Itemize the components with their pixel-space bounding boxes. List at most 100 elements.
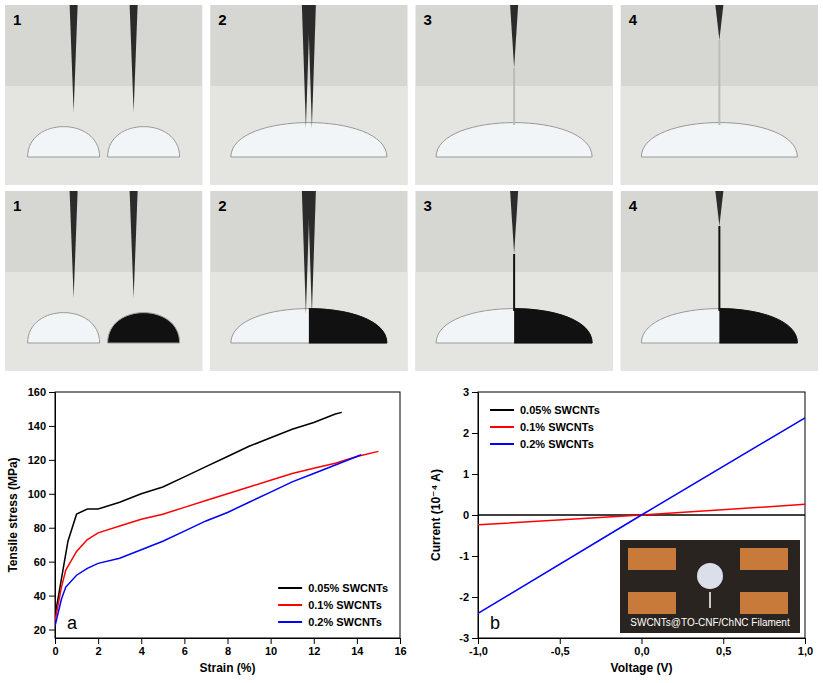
- y-tick: 40: [34, 590, 55, 602]
- panel-number: 2: [218, 11, 226, 28]
- tick-mark: [98, 638, 99, 644]
- x-tick: -0,5: [551, 638, 570, 657]
- photo-background: [5, 191, 202, 371]
- droplet: [28, 313, 100, 343]
- figure: 1234123402468101214162040608010012014016…: [0, 0, 823, 683]
- chart: -1,0-0,50,00,51,0-3-2-10123Voltage (V)Cu…: [429, 386, 813, 675]
- needle: [130, 191, 138, 298]
- tick-mark: [478, 638, 479, 644]
- panel-letter: b: [490, 613, 500, 633]
- tick-mark: [805, 638, 806, 644]
- droplet: [641, 309, 797, 343]
- x-tick: 16: [394, 638, 406, 657]
- tick-mark: [472, 556, 478, 557]
- tick-label: 0: [463, 509, 469, 521]
- panel-number: 1: [13, 197, 21, 214]
- droplet: [231, 123, 387, 157]
- legend-swatch: [278, 587, 302, 589]
- photo-panel: 1: [5, 191, 202, 371]
- plot-frame: [478, 392, 805, 638]
- plot-frame: [55, 392, 400, 638]
- tick-label: -1,0: [469, 645, 488, 657]
- legend-item: 0.2% SWCNTs: [278, 616, 382, 628]
- panel-number: 4: [629, 197, 638, 214]
- panel-letter: a: [67, 613, 78, 633]
- y-axis-title: Current (10⁻⁴ A): [429, 469, 443, 561]
- tick-label: 1,0: [798, 645, 813, 657]
- tick-mark: [55, 638, 56, 644]
- lines: [55, 412, 378, 626]
- droplet: [436, 309, 592, 343]
- legend-swatch: [490, 443, 514, 445]
- y-tick: 0: [463, 509, 478, 521]
- legend: 0.05% SWCNTs0.1% SWCNTs0.2% SWCNTs: [490, 404, 600, 450]
- chart: 024681012141620406080100120140160Strain …: [6, 386, 407, 675]
- x-axis-title: Voltage (V): [611, 661, 673, 675]
- panel-number: 2: [218, 197, 226, 214]
- tick-mark: [49, 426, 55, 427]
- x-tick: 14: [351, 638, 364, 657]
- tick-mark: [472, 474, 478, 475]
- needle: [510, 191, 518, 254]
- tick-mark: [228, 638, 229, 644]
- panel-number: 3: [424, 11, 432, 28]
- needle: [70, 5, 78, 112]
- droplet: [514, 309, 592, 343]
- fiber: [513, 68, 515, 125]
- needle: [130, 5, 138, 112]
- legend-item: 0.05% SWCNTs: [278, 582, 388, 594]
- tick-label: -0,5: [551, 645, 570, 657]
- fiber: [513, 254, 515, 311]
- tick-mark: [472, 392, 478, 393]
- droplet: [108, 127, 180, 157]
- x-tick: 2: [96, 638, 102, 657]
- legend-label: 0.05% SWCNTs: [308, 582, 388, 594]
- photo-panel: 4: [621, 191, 818, 371]
- x-tick: 0,5: [716, 638, 731, 657]
- led-glow: [697, 563, 723, 589]
- photo-panel: 3: [416, 191, 613, 371]
- tick-label: 100: [28, 488, 46, 500]
- x-axis: 0246810121416: [52, 638, 406, 657]
- panel-number: 4: [629, 11, 638, 28]
- tick-label: 60: [34, 556, 46, 568]
- needle: [510, 5, 518, 68]
- inset-arrow: [709, 592, 711, 608]
- x-tick: 4: [139, 638, 146, 657]
- copper-pad: [628, 592, 676, 614]
- series-line: [55, 451, 378, 621]
- dish-band: [210, 272, 407, 371]
- tick-label: 1: [463, 468, 469, 480]
- y-tick: 60: [34, 556, 55, 568]
- copper-pad: [740, 548, 788, 570]
- tick-label: -2: [459, 591, 469, 603]
- tick-mark: [357, 638, 358, 644]
- photo-panel: 1: [5, 5, 202, 185]
- legend-swatch: [278, 604, 302, 606]
- tick-label: 40: [34, 590, 46, 602]
- y-tick: 3: [463, 386, 478, 398]
- tick-mark: [49, 460, 55, 461]
- x-axis: -1,0 -0,5 0,0 0,5 1,0: [469, 638, 813, 657]
- y-tick: 2: [463, 427, 478, 439]
- photo-background: [621, 5, 818, 185]
- photo-panel: 2: [210, 191, 407, 371]
- photo-background: [416, 191, 613, 371]
- legend-item: 0.05% SWCNTs: [490, 404, 600, 416]
- x-tick: 12: [308, 638, 320, 657]
- needle: [70, 191, 78, 298]
- y-tick: 160: [28, 386, 55, 398]
- x-tick: 0,0: [634, 638, 649, 657]
- tick-label: 160: [28, 386, 46, 398]
- tick-label: 8: [225, 645, 231, 657]
- tick-mark: [472, 433, 478, 434]
- fiber: [718, 226, 720, 311]
- photo-background: [5, 5, 202, 185]
- y-tick: 80: [34, 522, 55, 534]
- y-tick: -2: [459, 591, 478, 603]
- legend-item: 0.1% SWCNTs: [490, 421, 594, 433]
- tick-label: 2: [463, 427, 469, 439]
- tick-mark: [49, 596, 55, 597]
- tick-label: 6: [182, 645, 188, 657]
- inset-photo: SWCNTs@TO-CNF/ChNC Filament: [620, 540, 800, 633]
